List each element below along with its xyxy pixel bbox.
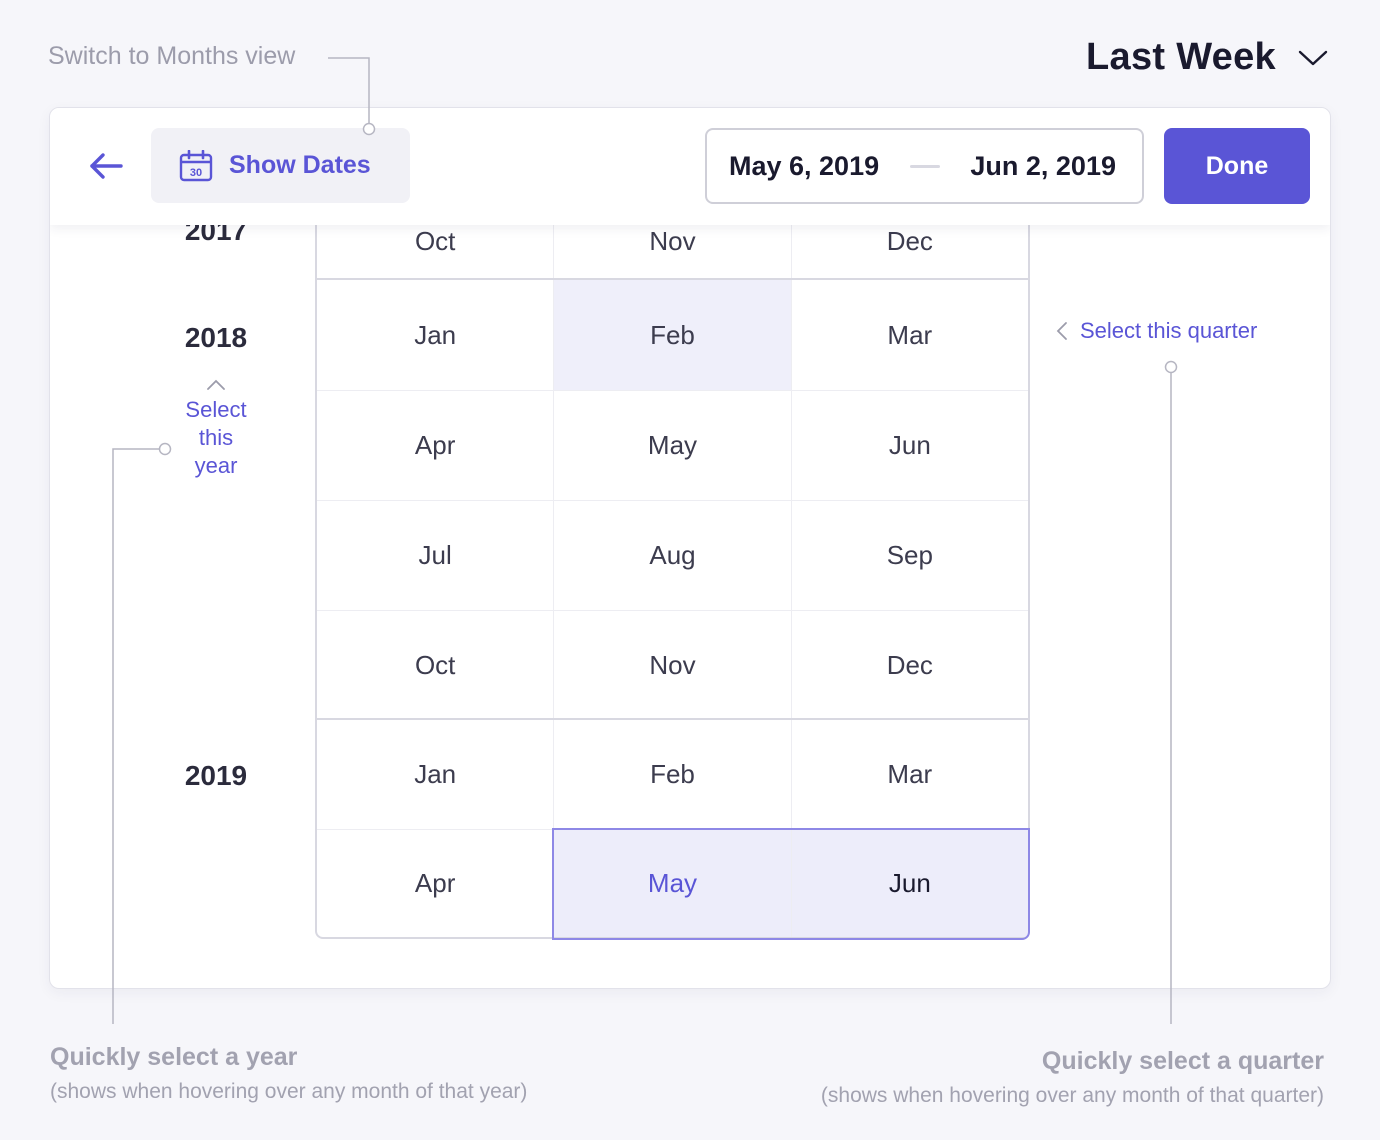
month-grid-2018: Jan Feb Mar Apr May Jun Jul Aug Sep Oct … [315, 280, 1030, 719]
month-cell-2019-jan[interactable]: Jan [317, 720, 555, 829]
month-cell-2018-jan[interactable]: Jan [317, 280, 555, 390]
annotation-select-quarter: Quickly select a quarter (shows when hov… [821, 1047, 1324, 1108]
date-range-separator [909, 164, 940, 168]
show-dates-button[interactable]: 30 Show Dates [151, 128, 410, 203]
select-year-line: this [198, 425, 234, 450]
select-year-line: year [194, 453, 238, 478]
month-row: Jan Feb Mar [317, 720, 1028, 829]
month-cell-2017-dec[interactable]: Dec [886, 226, 933, 256]
range-preset-dropdown[interactable]: Last Week [1086, 36, 1328, 79]
month-cell-2018-sep[interactable]: Sep [886, 540, 933, 570]
month-cell-2018-apr[interactable]: Apr [317, 391, 555, 500]
month-row: Oct Nov Dec [317, 204, 1028, 279]
annotation-title: Quickly select a year [50, 1043, 298, 1071]
start-date[interactable]: May 6, 2019 [729, 150, 880, 181]
annotation-select-year: Quickly select a year (shows when hoveri… [50, 1043, 527, 1104]
month-cell-2019-apr[interactable]: Apr [317, 830, 555, 937]
end-date[interactable]: Jun 2, 2019 [970, 150, 1116, 181]
annotation-subtitle: (shows when hovering over any month of t… [50, 1080, 528, 1103]
month-cell-2019-mar[interactable]: Mar [887, 759, 933, 789]
month-grid-2019: Jan Feb Mar Apr May Jun [315, 720, 1030, 939]
month-cell-2018-oct[interactable]: Oct [317, 611, 555, 719]
year-label-2018[interactable]: 2018 [184, 322, 248, 353]
month-row: Apr May Jun [317, 390, 1028, 500]
annotation-title: Quickly select a quarter [1041, 1047, 1324, 1075]
month-grid-2017: Oct Nov Dec [315, 204, 1030, 279]
select-year-line: Select [185, 397, 247, 422]
month-cell-2019-may[interactable]: May [554, 830, 792, 937]
back-button[interactable] [86, 146, 126, 186]
year-label-2019[interactable]: 2019 [184, 760, 248, 791]
calendar-icon: 30 [179, 149, 213, 181]
year-divider [315, 278, 1030, 280]
month-cell-2019-jun[interactable]: Jun [791, 830, 1028, 937]
month-row: Apr May Jun [317, 829, 1028, 937]
chevron-left-icon [1056, 322, 1067, 340]
month-row: Oct Nov Dec [317, 610, 1028, 719]
show-dates-label: Show Dates [229, 151, 371, 179]
annotation-switch-view: Switch to Months view [48, 42, 296, 70]
month-cell-2018-dec[interactable]: Dec [886, 649, 933, 680]
month-row: Jul Aug Sep [317, 500, 1028, 610]
calendar-icon-day: 30 [190, 167, 202, 179]
month-cell-2017-nov[interactable]: Nov [554, 204, 792, 279]
picker-toolbar: 30 Show Dates May 6, 2019 Jun 2, 2019 Do… [50, 108, 1330, 225]
chevron-down-icon [1298, 50, 1328, 65]
year-divider [315, 718, 1030, 720]
month-scroll-area[interactable]: 2017 Oct Nov Dec 2018 Select this year J… [50, 108, 1330, 988]
month-cell-2018-mar[interactable]: Mar [887, 319, 933, 350]
select-year-hint[interactable]: Select this year [178, 378, 254, 480]
month-cell-2018-may[interactable]: May [554, 391, 792, 500]
month-picker-panel: 2017 Oct Nov Dec 2018 Select this year J… [49, 107, 1331, 989]
month-cell-2018-jul[interactable]: Jul [317, 501, 555, 610]
month-cell-2018-jun[interactable]: Jun [888, 430, 931, 460]
month-row: Jan Feb Mar [317, 280, 1028, 390]
month-cell-2018-aug[interactable]: Aug [554, 501, 792, 610]
select-quarter-hint[interactable]: Select this quarter [1056, 318, 1257, 344]
chevron-up-icon [207, 379, 225, 390]
done-button[interactable]: Done [1164, 128, 1310, 204]
month-cell-2019-feb[interactable]: Feb [554, 720, 792, 829]
range-preset-label: Last Week [1086, 36, 1276, 78]
select-quarter-label: Select this quarter [1080, 318, 1258, 343]
date-range-field[interactable]: May 6, 2019 Jun 2, 2019 [705, 128, 1144, 204]
month-cell-2018-nov[interactable]: Nov [554, 611, 792, 719]
month-cell-2017-oct[interactable]: Oct [317, 204, 555, 279]
arrow-left-icon [90, 153, 123, 179]
month-cell-2018-feb[interactable]: Feb [554, 280, 792, 390]
annotation-subtitle: (shows when hovering over any month of t… [820, 1084, 1324, 1107]
